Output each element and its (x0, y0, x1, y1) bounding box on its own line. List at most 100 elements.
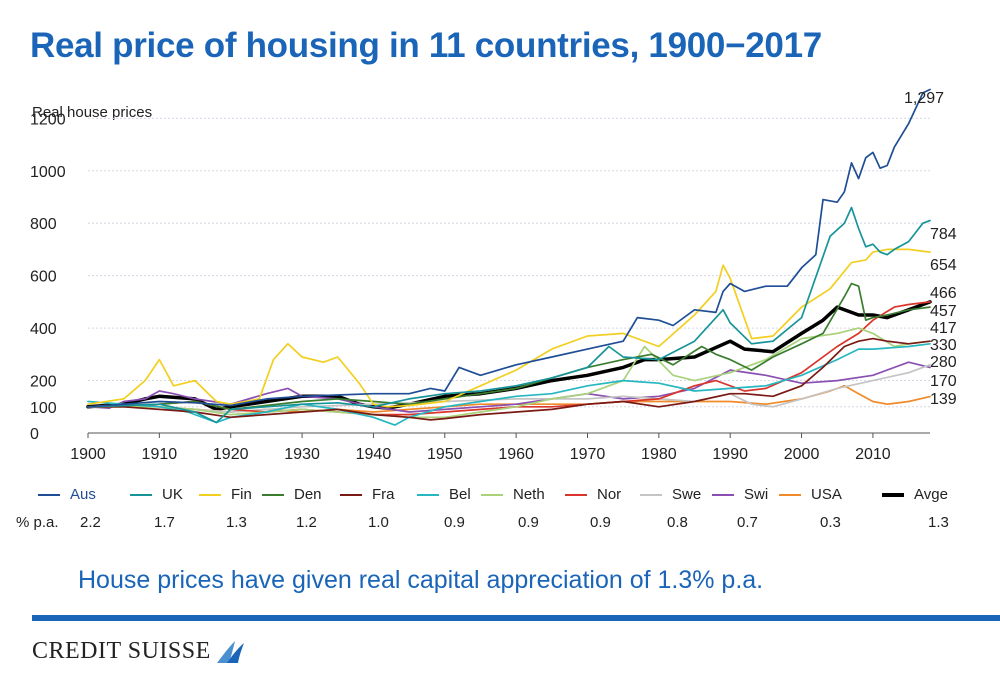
credit-suisse-logo: CREDIT SUISSE (32, 638, 247, 665)
x-tick-label: 1970 (570, 446, 606, 463)
brand-name: CREDIT SUISSE (32, 638, 211, 664)
legend-swatch (130, 493, 152, 496)
legend-label: Neth (513, 486, 545, 503)
end-label-neth: 330 (930, 337, 957, 354)
end-label-aus: 1,297 (904, 90, 944, 107)
legend-label: Avge (914, 486, 948, 503)
x-tick-label: 1990 (712, 446, 748, 463)
legend-swatch (481, 493, 503, 496)
pa-value-swe: 0.8 (667, 514, 688, 531)
legend-label: Swe (672, 486, 702, 503)
y-tick-label: 600 (30, 269, 57, 286)
pa-value-fra: 1.0 (368, 514, 389, 531)
series-line-fin (87, 248, 931, 408)
legend-swatch (340, 493, 362, 496)
series-line-nor (87, 301, 931, 416)
y-axis-label: Real house prices (32, 104, 153, 121)
legend-item-fra: Fra (340, 486, 395, 503)
legend-item-uk: UK (130, 486, 183, 503)
legend-label: Fra (372, 486, 395, 503)
legend-item-neth: Neth (481, 486, 545, 503)
chart-title: Real price of housing in 11 countries, 1… (30, 26, 822, 65)
series-line-bel (87, 342, 931, 426)
legend-item-swe: Swe (640, 486, 701, 503)
legend-label: Fin (231, 486, 252, 503)
pa-value-neth: 0.9 (518, 514, 539, 531)
legend-swatch (565, 493, 587, 496)
x-tick-label: 1940 (356, 446, 392, 463)
end-label-swi: 139 (930, 391, 957, 408)
legend-label: Bel (449, 486, 471, 503)
series-line-neth (87, 327, 931, 419)
legend-label: Nor (597, 486, 622, 503)
legend-item-den: Den (262, 486, 322, 503)
pa-value-usa: 0.3 (820, 514, 841, 531)
legend-swatch (712, 493, 734, 496)
pa-value-nor: 0.9 (590, 514, 611, 531)
pa-value-den: 1.2 (296, 514, 317, 531)
x-tick-label: 1950 (427, 446, 463, 463)
legend-label: USA (811, 486, 842, 503)
end-label-fra: 457 (930, 303, 957, 320)
legend-label: UK (162, 486, 183, 503)
series-line-avge (86, 300, 932, 412)
pa-row: % p.a. 2.2 1.7 1.3 1.2 1.0 0.9 0.9 0.9 0.8 0.7 0.3… (0, 514, 1000, 536)
end-label-uk: 784 (930, 226, 957, 243)
x-tick-label: 1980 (641, 446, 677, 463)
x-tick-label: 1930 (284, 446, 320, 463)
x-tick-label: 1910 (142, 446, 178, 463)
legend-label: Den (294, 486, 322, 503)
end-label-fin: 654 (930, 257, 957, 274)
pa-row-label: % p.a. (16, 514, 59, 531)
y-tick-label: 200 (30, 374, 57, 391)
series-line-swi (87, 361, 931, 413)
legend-item-nor: Nor (565, 486, 621, 503)
series-lines (86, 88, 932, 426)
pa-value-aus: 2.2 (80, 514, 101, 531)
pa-value-swi: 0.7 (737, 514, 758, 531)
legend-swatch (262, 493, 284, 496)
end-label-den: 466 (930, 285, 957, 302)
pa-value-fin: 1.3 (226, 514, 247, 531)
pa-value-uk: 1.7 (154, 514, 175, 531)
x-tick-label: 1920 (213, 446, 249, 463)
x-tick-label: 1960 (498, 446, 534, 463)
legend-swatch (199, 493, 221, 496)
gridlines (88, 117, 930, 434)
legend-swatch (640, 493, 662, 496)
divider-rule (32, 615, 1000, 621)
y-tick-label: 0 (30, 426, 39, 443)
sails-icon (216, 641, 244, 663)
y-tick-labels: 0 100 200 400 600 800 1000 1200 (30, 111, 66, 443)
y-tick-label: 400 (30, 321, 57, 338)
legend-item-avge: Avge (882, 486, 948, 503)
y-tick-label: 1000 (30, 164, 66, 181)
series-line-fra (87, 337, 931, 421)
series-line-den (87, 282, 931, 411)
legend: Aus UK Fin Den Fra Bel Neth Nor Swe Swi USA Avge (0, 486, 1000, 508)
line-chart: 0 100 200 400 600 800 1000 1200 1900 1910 1920 193… (30, 88, 957, 463)
end-label-swe: 170 (930, 373, 957, 390)
y-tick-label: 800 (30, 216, 57, 233)
x-tick-label: 1900 (70, 446, 106, 463)
legend-swatch (779, 493, 801, 496)
y-tick-label: 1200 (30, 111, 66, 128)
x-tick-label: 2000 (784, 446, 820, 463)
series-line-aus (87, 88, 931, 408)
legend-swatch (38, 493, 60, 496)
x-tick-labels: 1900 1910 1920 1930 1940 1950 1960 1970 1980 1990… (70, 433, 891, 463)
series-line-uk (87, 206, 931, 424)
legend-swatch (417, 493, 439, 496)
legend-item-aus: Aus (38, 486, 96, 503)
legend-label: Aus (70, 486, 96, 503)
y-tick-label: 100 (30, 400, 57, 417)
end-label-bel: 417 (930, 320, 957, 337)
footnote: House prices have given real capital app… (78, 566, 764, 594)
pa-value-avge: 1.3 (928, 514, 949, 531)
legend-item-fin: Fin (199, 486, 252, 503)
legend-swatch (882, 492, 904, 497)
legend-item-usa: USA (779, 486, 842, 503)
legend-item-swi: Swi (712, 486, 768, 503)
x-tick-label: 2010 (855, 446, 891, 463)
